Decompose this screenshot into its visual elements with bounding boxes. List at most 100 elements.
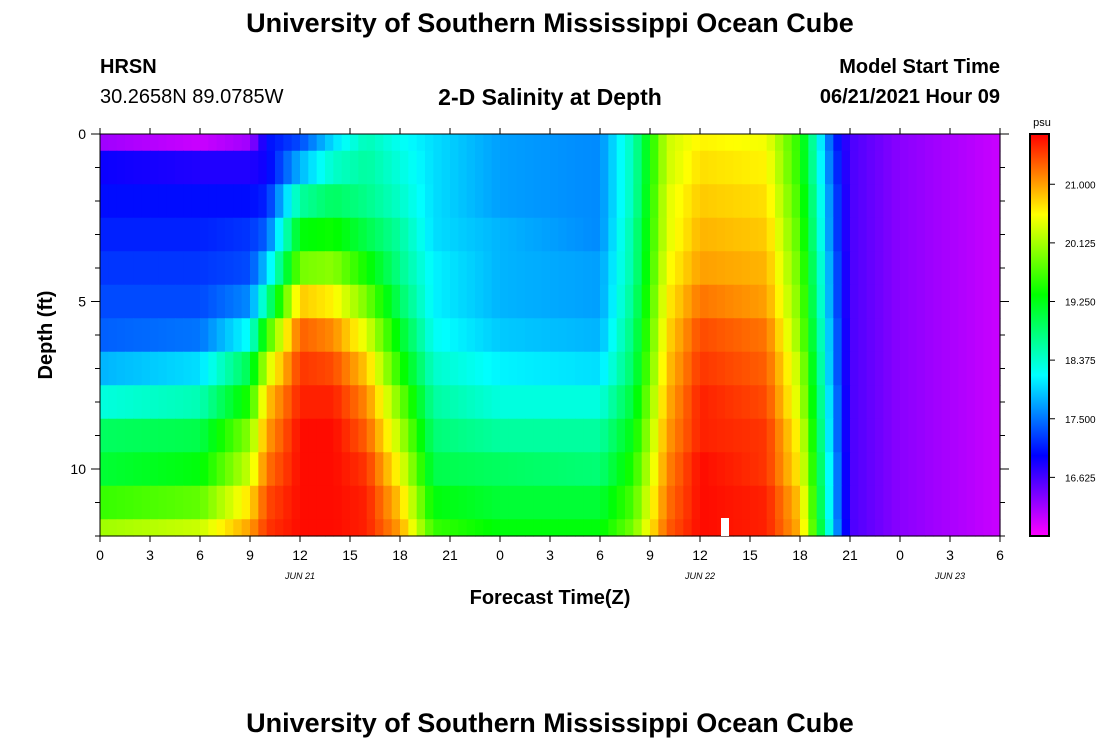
heatmap-cell xyxy=(608,184,618,219)
heatmap-cell xyxy=(450,217,459,252)
heatmap-cell xyxy=(308,519,318,537)
heatmap-cell xyxy=(183,318,193,353)
heatmap-cell xyxy=(691,318,701,353)
heatmap-cell xyxy=(683,351,693,386)
heatmap-cell xyxy=(625,284,634,319)
heatmap-cell xyxy=(175,485,184,520)
heatmap-cell xyxy=(841,184,851,219)
heatmap-cell xyxy=(608,284,618,319)
heatmap-cell xyxy=(416,251,426,286)
colorbar-tick-label: 18.375 xyxy=(1065,356,1096,367)
model-start-label: Model Start Time xyxy=(839,56,1000,78)
heatmap-cell xyxy=(666,452,676,487)
heatmap-cell xyxy=(883,251,893,286)
heatmap-cell xyxy=(741,418,751,453)
heatmap-cell xyxy=(983,184,993,219)
heatmap-cell xyxy=(125,318,134,353)
heatmap-cell xyxy=(166,519,176,537)
heatmap-cell xyxy=(658,385,668,420)
heatmap-cell xyxy=(300,519,309,537)
heatmap-cell xyxy=(491,251,501,286)
heatmap-cell xyxy=(908,485,918,520)
heatmap-cell xyxy=(966,351,976,386)
heatmap-cell xyxy=(916,418,926,453)
heatmap-cell xyxy=(650,351,659,386)
heatmap-cell xyxy=(825,134,834,152)
heatmap-cell xyxy=(183,485,193,520)
heatmap-cell xyxy=(725,134,734,152)
heatmap-cell xyxy=(258,134,268,152)
x-tick-label: 6 xyxy=(196,547,204,563)
heatmap-cell xyxy=(283,351,293,386)
heatmap-cell xyxy=(508,519,518,537)
heatmap-cell xyxy=(641,351,651,386)
heatmap-cell xyxy=(200,318,209,353)
heatmap-cell xyxy=(983,519,993,537)
heatmap-cell xyxy=(225,251,234,286)
heatmap-cell xyxy=(608,519,618,537)
heatmap-cell xyxy=(491,418,501,453)
heatmap-cell xyxy=(600,251,609,286)
heatmap-cell xyxy=(916,485,926,520)
heatmap-cell xyxy=(616,418,626,453)
heatmap-cell xyxy=(733,452,743,487)
heatmap-cell xyxy=(341,385,351,420)
heatmap-cell xyxy=(841,519,851,537)
heatmap-cell xyxy=(925,418,934,453)
heatmap-cell xyxy=(558,418,568,453)
heatmap-cell xyxy=(208,184,218,219)
heatmap-cell xyxy=(216,485,226,520)
heatmap-cell xyxy=(225,284,234,319)
heatmap-cell xyxy=(833,284,843,319)
heatmap-cell xyxy=(300,318,309,353)
heatmap-cell xyxy=(625,418,634,453)
heatmap-cell xyxy=(250,385,259,420)
heatmap-cell xyxy=(283,385,293,420)
heatmap-cell xyxy=(283,284,293,319)
heatmap-cell xyxy=(233,251,243,286)
heatmap-cell xyxy=(875,318,884,353)
heatmap-cell xyxy=(975,217,984,252)
heatmap-cell xyxy=(458,485,468,520)
heatmap-cell xyxy=(200,452,209,487)
heatmap-cell xyxy=(533,485,543,520)
heatmap-cell xyxy=(458,251,468,286)
heatmap-cell xyxy=(491,217,501,252)
heatmap-cell xyxy=(366,134,376,152)
heatmap-cell xyxy=(458,184,468,219)
heatmap-cell xyxy=(250,318,259,353)
heatmap-cell xyxy=(641,519,651,537)
heatmap-cell xyxy=(883,418,893,453)
heatmap-cell xyxy=(416,318,426,353)
y-tick-label: 10 xyxy=(70,461,86,477)
heatmap-cell xyxy=(750,418,759,453)
heatmap-cell xyxy=(216,418,226,453)
heatmap-cell xyxy=(900,452,909,487)
heatmap-cell xyxy=(858,184,868,219)
heatmap-cell xyxy=(966,150,976,185)
heatmap-cell xyxy=(250,150,259,185)
heatmap-cell xyxy=(366,385,376,420)
heatmap-cell xyxy=(308,318,318,353)
heatmap-cell xyxy=(241,217,251,252)
heatmap-cell xyxy=(658,418,668,453)
heatmap-cell xyxy=(100,284,109,319)
heatmap-cell xyxy=(666,284,676,319)
heatmap-cell xyxy=(358,385,368,420)
heatmap-cell xyxy=(858,485,868,520)
heatmap-cell xyxy=(341,418,351,453)
heatmap-cell xyxy=(200,134,209,152)
heatmap-cell xyxy=(708,134,718,152)
heatmap-cell xyxy=(941,485,951,520)
heatmap-cell xyxy=(791,519,801,537)
heatmap-cell xyxy=(466,217,476,252)
heatmap-cell xyxy=(116,150,126,185)
heatmap-cell xyxy=(883,485,893,520)
heatmap-cell xyxy=(258,251,268,286)
heatmap-cell xyxy=(225,217,234,252)
heatmap-cell xyxy=(875,134,884,152)
heatmap-cell xyxy=(325,251,334,286)
heatmap-cell xyxy=(683,184,693,219)
heatmap-cell xyxy=(983,150,993,185)
heatmap-cell xyxy=(883,318,893,353)
